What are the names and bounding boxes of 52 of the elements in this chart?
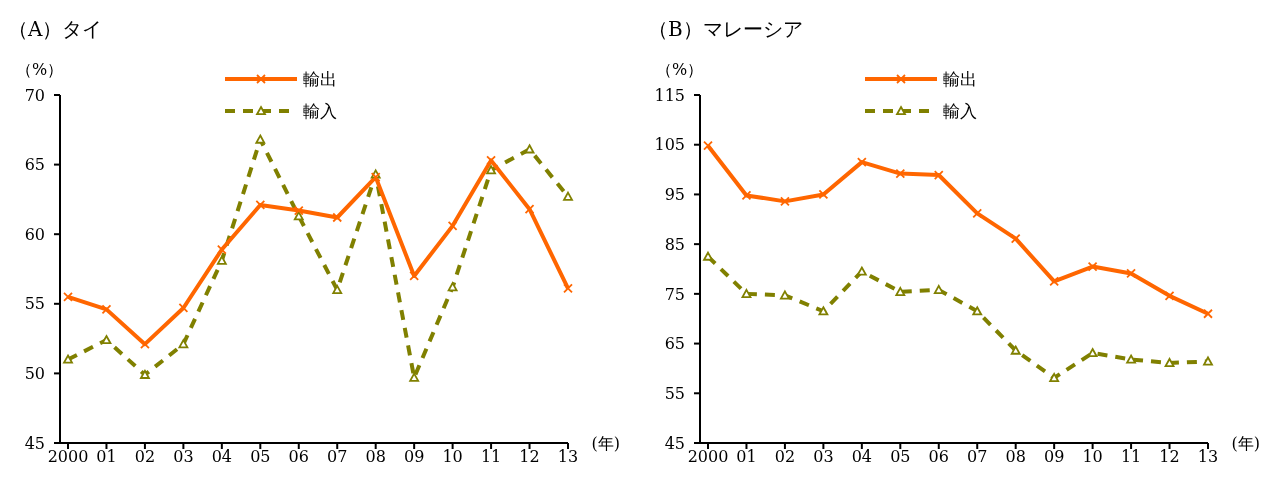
y-tick-label: 50 — [24, 364, 45, 384]
x-tick-label: 07 — [327, 447, 348, 467]
x-tick-label: 09 — [403, 447, 425, 467]
x-tick-label: 11 — [480, 447, 502, 467]
y-tick-label: 55 — [24, 294, 45, 314]
y-tick-label: 115 — [654, 85, 685, 105]
chart-title: （B）マレーシア — [648, 16, 803, 43]
y-axis-title: （%） — [16, 60, 64, 81]
x-tick-label: 12 — [1159, 447, 1180, 467]
x-tick-label: 2000 — [687, 447, 729, 467]
x-tick-label: 11 — [1120, 447, 1142, 467]
x-tick-label: 2000 — [47, 447, 89, 467]
y-tick-label: 60 — [24, 224, 45, 244]
y-tick-label: 45 — [664, 433, 685, 453]
legend-label: 輸出 — [943, 67, 977, 91]
y-tick-label: 85 — [664, 234, 685, 254]
y-tick-label: 45 — [24, 433, 45, 453]
x-tick-label: 05 — [250, 447, 271, 467]
legend-label: 輸入 — [943, 99, 977, 123]
x-tick-label: 12 — [519, 447, 540, 467]
y-tick-label: 55 — [664, 383, 685, 403]
x-axis-title: (年) — [591, 434, 620, 455]
x-tick-label: 06 — [928, 447, 949, 467]
y-axis-title: （%） — [656, 60, 704, 81]
x-tick-label: 04 — [851, 447, 873, 467]
x-tick-label: 10 — [442, 447, 463, 467]
x-tick-label: 02 — [134, 447, 156, 467]
x-tick-label: 01 — [96, 447, 117, 467]
y-tick-label: 65 — [24, 155, 45, 175]
x-tick-label: 02 — [774, 447, 796, 467]
x-tick-label: 03 — [173, 447, 194, 467]
y-tick-label: 105 — [654, 135, 685, 155]
y-tick-label: 95 — [664, 185, 685, 205]
y-tick-label: 65 — [664, 334, 685, 354]
x-tick-label: 10 — [1082, 447, 1103, 467]
y-tick-label: 70 — [24, 85, 45, 105]
legend-label: 輸出 — [303, 67, 337, 91]
x-tick-label: 08 — [365, 447, 386, 467]
legend-label: 輸入 — [303, 99, 337, 123]
x-tick-label: 03 — [813, 447, 834, 467]
x-tick-label: 06 — [288, 447, 309, 467]
chart-title: （A）タイ — [8, 16, 103, 43]
x-tick-label: 05 — [890, 447, 911, 467]
x-tick-label: 13 — [1197, 447, 1219, 467]
x-tick-label: 09 — [1043, 447, 1065, 467]
x-axis-title: (年) — [1231, 434, 1260, 455]
x-tick-label: 01 — [736, 447, 757, 467]
y-tick-label: 75 — [664, 284, 685, 304]
x-tick-label: 07 — [967, 447, 988, 467]
x-tick-label: 08 — [1005, 447, 1026, 467]
x-tick-label: 04 — [211, 447, 233, 467]
x-tick-label: 13 — [557, 447, 579, 467]
